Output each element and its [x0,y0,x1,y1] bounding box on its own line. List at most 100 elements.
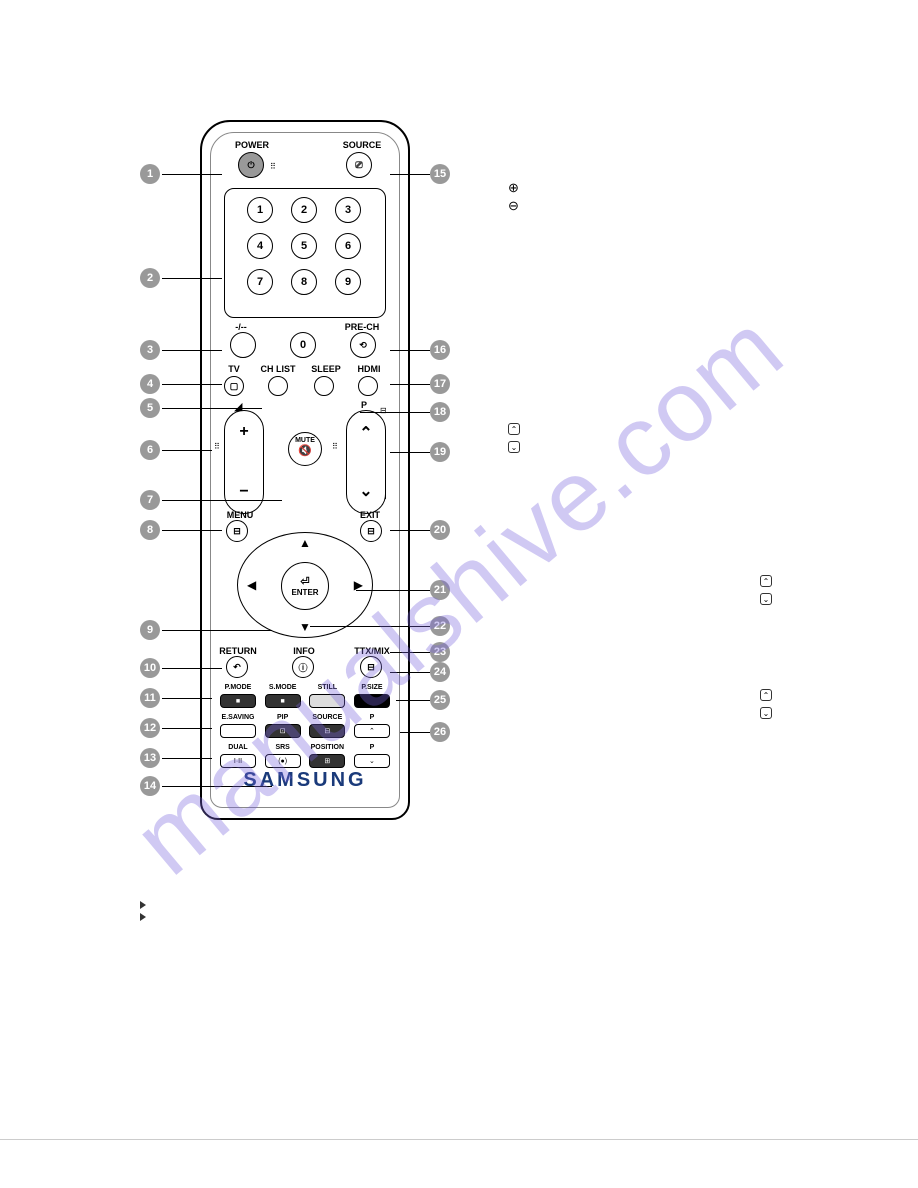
prech-button[interactable]: ⟲ [350,332,376,358]
key-0[interactable]: 0 [290,332,316,358]
callout-1: 1 [140,164,160,184]
tv-button[interactable]: ▢ [224,376,244,396]
callout-6: 6 [140,440,160,460]
leader-20 [390,530,430,531]
callout-7: 7 [140,490,160,510]
source-icon: ⎚ [355,160,362,171]
down-symbol-3: ⌄ [760,704,772,722]
smode-button[interactable]: ■ [265,694,301,708]
nav-down-icon: ▼ [299,620,311,634]
psize-button[interactable] [354,694,390,708]
key-2[interactable]: 2 [291,197,317,223]
braille-dots-3: ⠿ [332,442,338,451]
callout-17: 17 [430,374,450,394]
leader-9 [162,630,272,631]
leader-14 [162,786,272,787]
key-8[interactable]: 8 [291,269,317,295]
ttxmix-icon: ⊟ [367,662,375,673]
power-label: POWER [232,140,272,150]
callout-5: 5 [140,398,160,418]
leader-1 [162,174,222,175]
p-label: P [354,400,374,410]
key-1[interactable]: 1 [247,197,273,223]
channel-rocker[interactable]: ⌃ ⌄ [346,410,386,514]
color-row-buttons: ■ ■ [220,694,390,708]
leader-2 [162,278,222,279]
mute-button[interactable]: MUTE 🔇 [288,432,322,466]
color-row-labels: P.MODE S.MODE STILL P.SIZE [220,684,390,694]
mute-icon: 🔇 [289,444,321,457]
key-6[interactable]: 6 [335,233,361,259]
volume-plus: + [225,423,263,441]
leader-6 [162,450,212,451]
return-label: RETURN [218,646,258,656]
row3-buttons: I·II (●) ⊞ ⌄ [220,754,390,768]
ttxmix-button[interactable]: ⊟ [360,656,382,678]
leader-24 [390,672,430,673]
callout-18: 18 [430,402,450,422]
callout-9: 9 [140,620,160,640]
callout-21: 21 [430,580,450,600]
note-2 [140,912,778,924]
exit-label: EXIT [350,510,390,520]
enter-label: ENTER [291,588,318,597]
source2-button[interactable]: ⊟ [309,724,345,738]
return-icon: ↶ [233,662,241,673]
number-keypad: 1 2 3 4 5 6 7 8 9 [224,188,386,318]
leader-12 [162,728,212,729]
key-3[interactable]: 3 [335,197,361,223]
plus-symbol: ⊕ [508,180,519,196]
red-icon: ■ [236,698,240,705]
srs-label: SRS [265,744,301,754]
channel-up: ⌃ [347,423,385,443]
leader-10 [162,668,222,669]
minus-symbol: ⊖ [508,198,519,214]
p-down-button[interactable]: ⌄ [354,754,390,768]
srs-button[interactable]: (●) [265,754,301,768]
ttx-icon-1: ⊟ [380,406,387,415]
callout-19: 19 [430,442,450,462]
key-4[interactable]: 4 [247,233,273,259]
power-button[interactable]: ⏻ [238,152,264,178]
key-9[interactable]: 9 [335,269,361,295]
info-label: INFO [284,646,324,656]
return-button[interactable]: ↶ [226,656,248,678]
callout-13: 13 [140,748,160,768]
dash-button[interactable] [230,332,256,358]
p-up-button[interactable]: ⌃ [354,724,390,738]
chlist-button[interactable] [268,376,288,396]
source2-label: SOURCE [309,714,345,724]
leader-3 [162,350,222,351]
callout-4: 4 [140,374,160,394]
notes-section [140,900,778,924]
still-button[interactable] [309,694,345,708]
leader-23 [390,652,430,653]
sleep-button[interactable] [314,376,334,396]
row3-labels: DUAL SRS POSITION P [220,744,390,754]
callout-15: 15 [430,164,450,184]
info-icon: ⓘ [298,661,307,674]
tv-icon: ▢ [230,381,239,392]
callout-22: 22 [430,616,450,636]
chlist-label: CH LIST [258,364,298,374]
callout-3: 3 [140,340,160,360]
power-icon: ⏻ [247,160,254,171]
enter-button[interactable]: ⏎ ENTER [281,562,329,610]
source-button[interactable]: ⎚ [346,152,372,178]
key-7[interactable]: 7 [247,269,273,295]
volume-rocker[interactable]: + − [224,410,264,514]
position-button[interactable]: ⊞ [309,754,345,768]
hdmi-button[interactable] [358,376,378,396]
callout-25: 25 [430,690,450,710]
callout-24: 24 [430,662,450,682]
esaving-button[interactable] [220,724,256,738]
position-label: POSITION [309,744,345,754]
up-symbol-1: ⌃ [508,420,520,438]
pmode-button[interactable]: ■ [220,694,256,708]
info-button[interactable]: ⓘ [292,656,314,678]
pip-button[interactable]: ⊡ [265,724,301,738]
leader-16 [390,350,430,351]
leader-8 [162,530,222,531]
dual-button[interactable]: I·II [220,754,256,768]
key-5[interactable]: 5 [291,233,317,259]
